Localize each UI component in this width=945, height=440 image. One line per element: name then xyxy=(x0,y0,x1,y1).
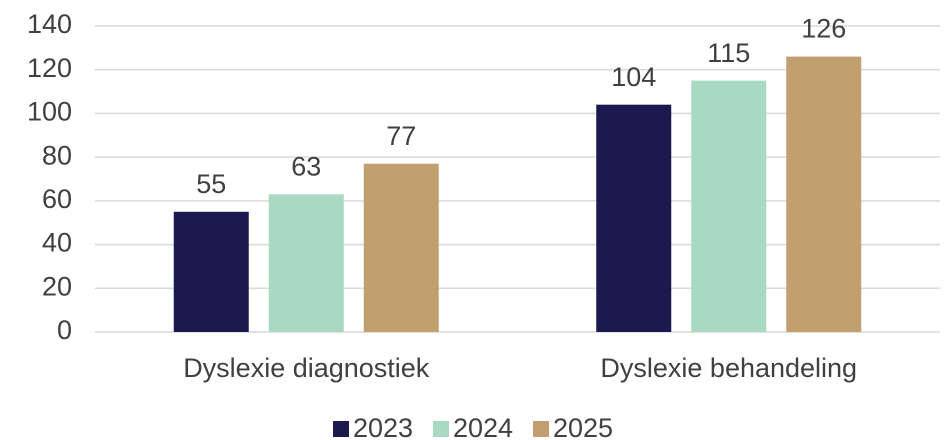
legend-label: 2025 xyxy=(553,413,613,440)
y-tick-label: 60 xyxy=(42,184,72,214)
y-tick-label: 120 xyxy=(27,53,72,83)
bar xyxy=(363,163,439,332)
bar xyxy=(691,80,767,333)
x-tick-label: Dyslexie behandeling xyxy=(600,353,857,383)
value-label: 115 xyxy=(707,38,750,68)
y-tick-label: 80 xyxy=(42,140,72,170)
legend-swatch xyxy=(533,421,549,437)
value-label: 126 xyxy=(801,14,846,44)
legend-label: 2024 xyxy=(453,413,513,440)
bar xyxy=(596,104,672,332)
value-label: 63 xyxy=(291,151,321,181)
value-label: 77 xyxy=(386,121,416,151)
x-tick-label: Dyslexie diagnostiek xyxy=(183,353,430,383)
bar xyxy=(786,56,862,332)
y-tick-label: 100 xyxy=(27,97,72,127)
y-tick-label: 40 xyxy=(42,228,72,258)
bar xyxy=(173,211,249,332)
y-tick-label: 0 xyxy=(57,315,72,345)
value-label: 55 xyxy=(196,169,226,199)
legend-swatch xyxy=(333,421,349,437)
legend-swatch xyxy=(433,421,449,437)
value-label: 104 xyxy=(611,62,656,92)
legend-label: 2023 xyxy=(353,413,413,440)
y-tick-label: 140 xyxy=(27,9,72,39)
bar xyxy=(268,194,344,332)
y-tick-label: 20 xyxy=(42,271,72,301)
